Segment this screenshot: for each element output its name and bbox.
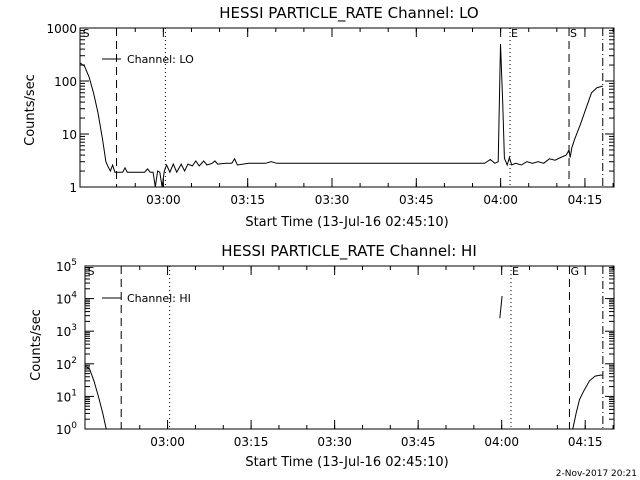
chart-hi-x-tick-label: 03:30 (317, 435, 352, 449)
chart-hi-series (84, 295, 603, 430)
chart-hi-y-tick-exponent: 3 (71, 323, 77, 333)
chart-lo-x-tick-label: 04:00 (483, 193, 518, 207)
chart-hi-x-axis-label: Start Time (13-Jul-16 02:45:10) (245, 455, 448, 470)
chart-lo-series-line (79, 43, 603, 188)
chart-lo-series (79, 43, 603, 188)
chart-hi-y-tick-exponent: 4 (71, 291, 77, 301)
chart-hi-x-tick-label: 04:00 (484, 435, 519, 449)
chart-lo-y-tick-label: 10 (62, 128, 77, 142)
chart-lo-x-tick-label: 03:30 (315, 193, 350, 207)
chart-lo-y-axis-label: Counts/sec (23, 74, 38, 146)
chart-lo-title: HESSI PARTICLE_RATE Channel: LO (219, 4, 478, 23)
chart-lo-legend: Channel: LO (102, 53, 194, 66)
chart-lo-marker-label: S (570, 27, 577, 40)
chart-hi-legend: Channel: HI (102, 292, 191, 305)
chart-hi-y-tick-exponent: 5 (71, 258, 77, 268)
chart-hi-x-tick-label: 03:00 (150, 435, 185, 449)
chart-lo-y-tick-label: 1000 (46, 22, 77, 36)
footer-timestamp: 2-Nov-2017 20:21 (556, 469, 637, 479)
chart-lo-y-tick-label: 100 (54, 75, 77, 89)
chart-lo-x-axis-label: Start Time (13-Jul-16 02:45:10) (245, 215, 448, 230)
chart-lo-x-tick-label: 03:15 (230, 193, 265, 207)
chart-lo: HESSI PARTICLE_RATE Channel: LO 1 10 100 10… (23, 4, 615, 230)
chart-hi-y-axis-label: Counts/sec (29, 309, 44, 381)
chart-hi-x-ticks: 03:00 03:15 03:30 03:45 04:00 04:15 (139, 266, 614, 449)
chart-lo-plot-frame (79, 27, 615, 188)
chart-hi-x-tick-label: 03:15 (234, 435, 269, 449)
chart-hi-x-tick-label: 04:15 (568, 435, 603, 449)
chart-hi-y-tick-exponent: 0 (71, 421, 77, 431)
chart-hi-y-tick-exponent: 2 (71, 356, 77, 366)
chart-lo-x-tick-label: 04:15 (568, 193, 603, 207)
chart-lo-marker-label: S (83, 27, 90, 40)
chart-hi-frame-group (84, 265, 615, 430)
chart-hi-plot-frame (84, 265, 615, 430)
chart-lo-y-tick-label: 1 (69, 181, 77, 195)
chart-hi: HESSI PARTICLE_RATE Channel: HI 10010110… (29, 242, 615, 470)
chart-lo-legend-label: Channel: LO (127, 53, 194, 66)
chart-hi-series-line (499, 295, 503, 319)
chart-lo-x-tick-label: 03:45 (399, 193, 434, 207)
chart-hi-series-line (572, 374, 603, 430)
chart-hi-y-tick-exponent: 1 (71, 388, 77, 398)
chart-hi-marker-label: S (88, 265, 95, 278)
chart-lo-x-tick-label: 03:00 (146, 193, 181, 207)
chart-hi-series-line (84, 365, 107, 430)
chart-lo-x-ticks: 03:00 03:15 03:30 03:45 04:00 04:15 (134, 28, 614, 207)
chart-lo-frame-group (79, 27, 615, 188)
chart-hi-marker-label: E (512, 265, 519, 278)
chart-hi-x-tick-label: 03:45 (401, 435, 436, 449)
chart-lo-marker-label: E (511, 27, 518, 40)
chart-lo-y-ticks: 1 10 100 1000 (46, 22, 614, 195)
chart-hi-legend-label: Channel: HI (127, 292, 191, 305)
chart-hi-title: HESSI PARTICLE_RATE Channel: HI (221, 242, 477, 261)
chart-hi-marker-label: G (570, 265, 579, 278)
